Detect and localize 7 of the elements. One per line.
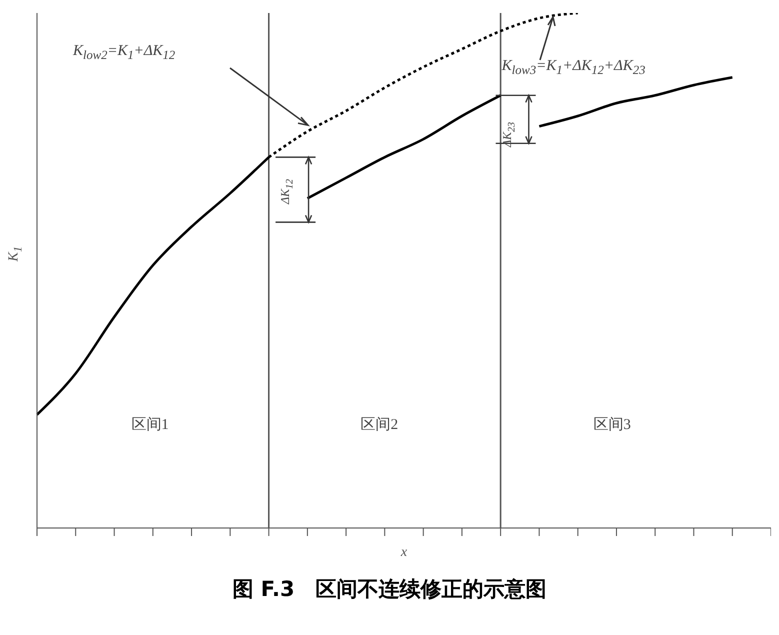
x-axis-title: x: [400, 545, 408, 560]
annotation: K$_{low3}$=K$_{1}$+ΔK$_{12}$+ΔK$_{23}$: [502, 58, 646, 78]
annotation: 区间1: [131, 416, 169, 434]
annotation: 区间2: [360, 416, 398, 434]
annotation: K$_{low2}$=K$_{1}$+ΔK$_{12}$: [73, 43, 176, 63]
text: 图 F.3 区间不连续修正的示意图: [231, 576, 548, 603]
annotation: 区间3: [593, 416, 631, 434]
